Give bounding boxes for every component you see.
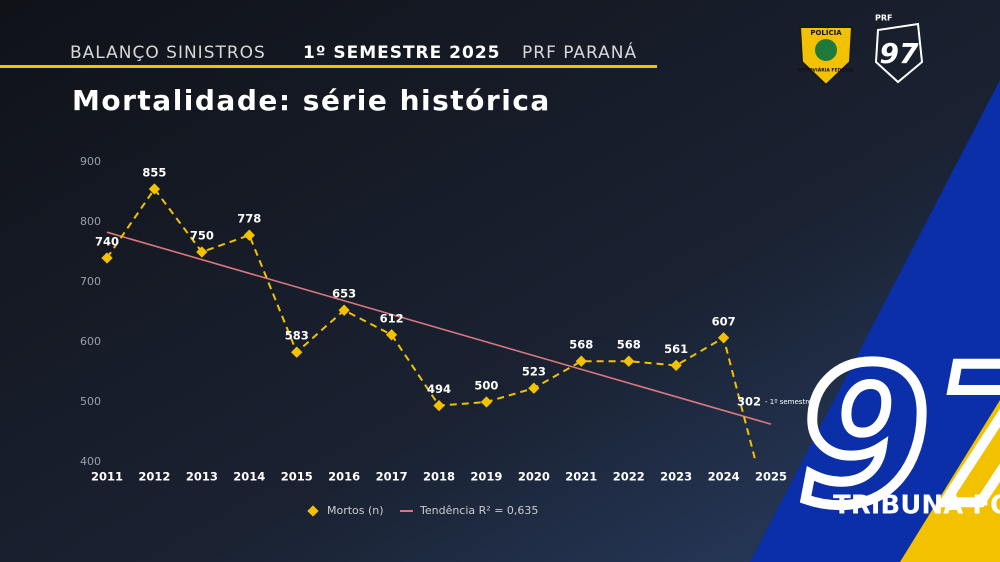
x-tick-label: 2020 (518, 470, 550, 484)
point (148, 183, 161, 195)
data-label: 302 (737, 395, 761, 409)
point (575, 355, 587, 367)
x-tick-label: 2016 (328, 470, 360, 484)
chart: 400 500 600 700 800 900 2011 2012 2013 2014 2015 20… (80, 155, 816, 517)
x-tick-label: 2014 (233, 470, 265, 484)
prf-text: PRF (875, 14, 893, 23)
y-tick-label: 600 (80, 335, 101, 348)
point (291, 346, 303, 358)
brand: TRIBUNA FOZ (833, 491, 1000, 521)
yellow-corner (900, 400, 1000, 562)
data-label: 778 (237, 212, 261, 226)
badge-top: POLÍCIA (810, 28, 842, 37)
point (385, 329, 398, 341)
badge-emblem (815, 39, 837, 61)
x-tick-label: 2017 (376, 470, 408, 484)
shield-outline (874, 22, 924, 84)
point (338, 304, 350, 316)
x-tick-label: 2013 (186, 470, 218, 484)
point (670, 359, 682, 372)
data-label: 583 (285, 329, 309, 343)
data-label: 561 (664, 342, 688, 356)
x-tick-label: 2015 (281, 470, 313, 484)
point (243, 229, 255, 241)
x-tick-label: 2021 (565, 470, 597, 484)
x-tick-label: 2025 (755, 470, 787, 484)
legend-label: Tendência R² = 0,635 (419, 504, 538, 517)
x-tick-label: 2024 (708, 470, 740, 484)
header-right: PRF PARANÁ (522, 41, 637, 63)
point (480, 396, 493, 408)
y-tick-label: 400 (80, 455, 101, 468)
y-tick-label: 800 (80, 215, 101, 228)
data-label: 494 (427, 382, 451, 396)
x-tick-label: 2023 (660, 470, 692, 484)
data-label: 568 (569, 338, 593, 352)
x-tick-label: 2018 (423, 470, 455, 484)
point (433, 399, 445, 412)
x-tick-label: 2011 (91, 470, 123, 484)
data-label: 653 (332, 287, 356, 301)
blue-band (750, 80, 1000, 562)
point (623, 355, 635, 367)
y-tick-label: 700 (80, 275, 101, 288)
data-label: 855 (142, 166, 166, 180)
header-rule (0, 65, 657, 68)
data-label: 612 (380, 311, 404, 325)
data-label: 750 (190, 229, 214, 243)
shield-number: 97 (880, 37, 919, 70)
header-left: BALANÇO SINISTROS (70, 43, 266, 63)
y-tick-label: 900 (80, 155, 101, 168)
y-tick-label: 500 (80, 395, 101, 408)
annotation: - 1º semestre* (765, 398, 816, 406)
data-label: 523 (522, 365, 546, 379)
badge-bottom: RODOVIÁRIA FEDERAL (798, 67, 854, 74)
big-number: 97 (798, 326, 1000, 547)
data-label: 500 (474, 379, 498, 393)
data-label: 607 (712, 314, 736, 328)
chart-title: Mortalidade: série histórica (72, 84, 551, 117)
legend-label: Mortos (n) (327, 504, 384, 517)
data-label: 740 (95, 235, 119, 249)
legend-marker (307, 505, 319, 517)
x-tick-label: 2019 (470, 470, 502, 484)
point (717, 332, 730, 344)
trend-line (106, 231, 772, 425)
data-label: 568 (617, 338, 641, 352)
header-middle: 1º SEMESTRE 2025 (303, 43, 501, 63)
point (528, 382, 540, 394)
x-tick-label: 2022 (613, 470, 645, 484)
x-tick-label: 2012 (138, 470, 170, 484)
point (196, 246, 208, 258)
